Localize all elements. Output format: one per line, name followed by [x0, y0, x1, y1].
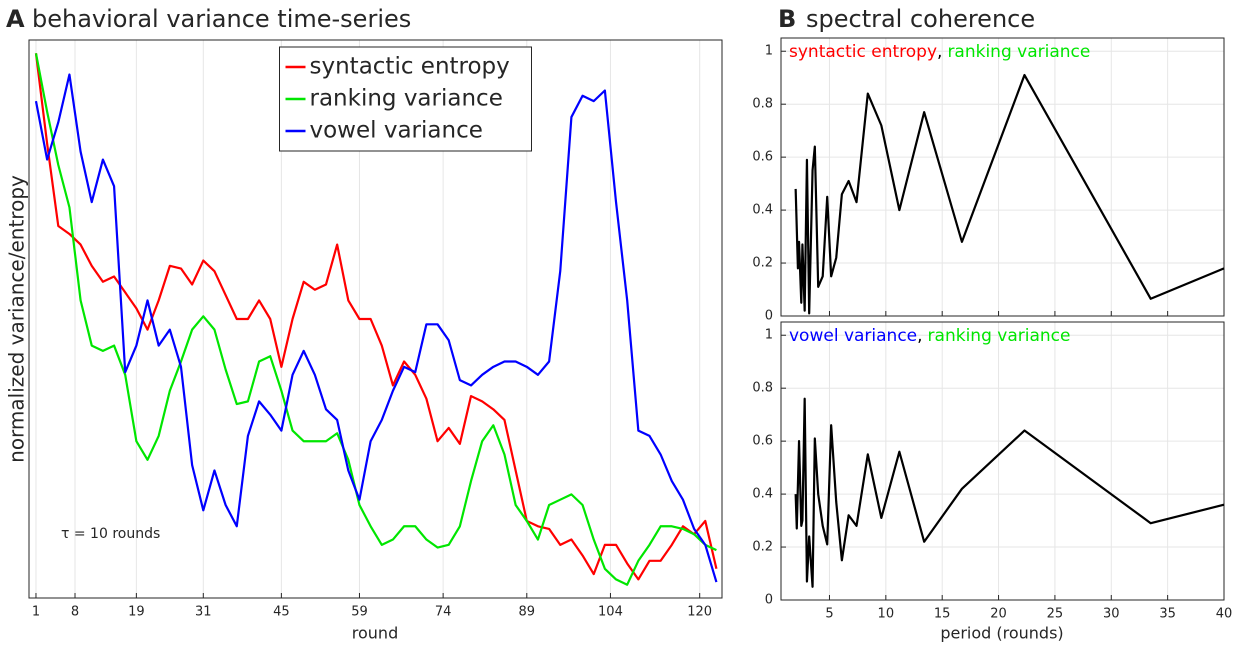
y-tick-label: 0.2	[752, 540, 773, 555]
annotation-part: ,	[937, 42, 942, 62]
plot-area	[781, 38, 1224, 316]
annotation-part: ranking variance	[947, 42, 1090, 62]
legend-label: vowel variance	[310, 118, 483, 144]
annotation: vowel variance, ranking variance	[789, 326, 1070, 346]
x-tick-label: 30	[1103, 607, 1120, 622]
x-tick-label: 15	[934, 607, 951, 622]
y-tick-label: 0.2	[752, 256, 773, 271]
series-line	[34, 73, 718, 583]
x-tick-label: 20	[990, 607, 1007, 622]
x-tick-label: 10	[878, 607, 895, 622]
x-tick-label: 40	[1216, 607, 1233, 622]
x-tick-label: 1	[32, 605, 40, 620]
panel-label: B	[778, 5, 796, 33]
series-line	[34, 53, 717, 586]
x-tick-label: 59	[351, 605, 368, 620]
x-tick-label: 8	[71, 605, 79, 620]
chart-title: behavioral variance time-series	[32, 5, 411, 33]
x-tick-label: 5	[825, 607, 833, 622]
x-tick-label: 35	[1159, 607, 1176, 622]
plot-frame	[780, 321, 1225, 601]
annotation-part: ,	[917, 326, 922, 346]
x-tick-label: 89	[519, 605, 536, 620]
series-line	[794, 397, 1225, 588]
annotation-part: vowel variance	[789, 326, 917, 346]
y-tick-label: 1	[765, 44, 773, 59]
x-tick-label: 25	[1047, 607, 1064, 622]
x-tick-label: 31	[195, 605, 212, 620]
annotation-part: syntactic entropy	[789, 42, 937, 62]
y-tick-label: 0.4	[752, 203, 773, 218]
y-tick-label: 0	[765, 593, 773, 608]
y-axis-label: normalized variance/entropy	[5, 175, 29, 463]
legend-label: syntactic entropy	[310, 54, 510, 80]
x-tick-label: 74	[435, 605, 452, 620]
x-tick-label: 120	[687, 605, 712, 620]
series-line	[34, 53, 718, 581]
chart-title: spectral coherence	[806, 5, 1035, 33]
series-line	[794, 73, 1225, 315]
y-tick-label: 0.6	[752, 434, 773, 449]
annotation-part: ranking variance	[928, 326, 1071, 346]
panel-label: A	[6, 5, 25, 33]
y-tick-label: 0	[765, 309, 773, 324]
plot-area	[781, 322, 1224, 600]
legend-box	[279, 46, 532, 152]
y-tick-label: 0.6	[752, 150, 773, 165]
y-tick-label: 0.8	[752, 97, 773, 112]
annotation: τ = 10 rounds	[61, 526, 160, 542]
annotation: syntactic entropy, ranking variance	[789, 42, 1090, 62]
x-axis-label: period (rounds)	[940, 624, 1063, 643]
y-tick-label: 0.4	[752, 487, 773, 502]
x-tick-label: 104	[598, 605, 623, 620]
x-tick-label: 19	[128, 605, 145, 620]
plot-frame	[780, 37, 1225, 317]
legend-label: ranking variance	[310, 86, 503, 112]
y-tick-label: 0.8	[752, 381, 773, 396]
x-tick-label: 45	[273, 605, 290, 620]
y-tick-label: 1	[765, 328, 773, 343]
x-axis-label: round	[352, 624, 398, 643]
plot-frame	[28, 39, 723, 599]
